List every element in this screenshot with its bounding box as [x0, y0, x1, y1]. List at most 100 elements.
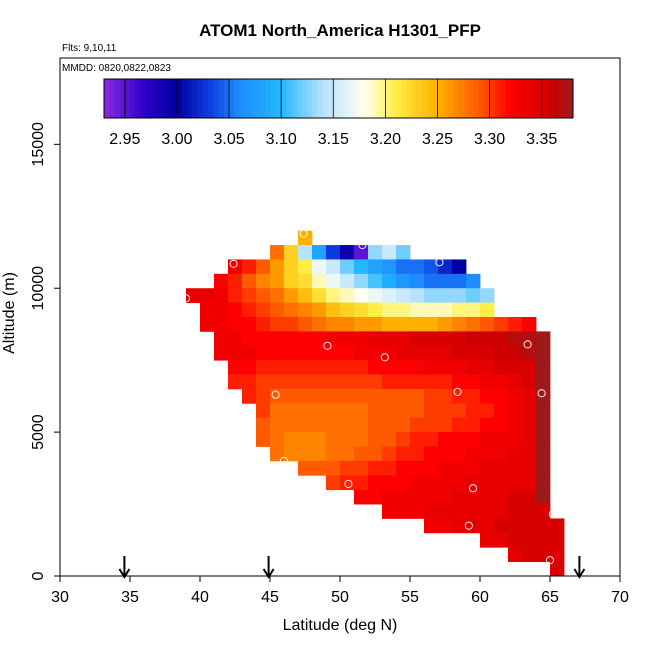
- heatmap-cell: [312, 245, 327, 260]
- colorbar-frame: [103, 78, 574, 119]
- heatmap-cell: [200, 302, 215, 318]
- colorbar-segment: [369, 79, 376, 118]
- heatmap-cell: [326, 374, 341, 390]
- heatmap-cell: [354, 245, 369, 260]
- colorbar-segment: [437, 79, 444, 118]
- heatmap-cell: [536, 532, 551, 548]
- heatmap-cell: [368, 460, 383, 476]
- colorbar-segment: [275, 79, 282, 118]
- colorbar-segment: [234, 79, 240, 118]
- heatmap-cell: [256, 273, 271, 289]
- heatmap-cell: [466, 432, 481, 447]
- heatmap-cell: [410, 302, 425, 318]
- heatmap-cell: [368, 403, 383, 419]
- heatmap-cell: [326, 317, 341, 332]
- flight-arrow: [118, 556, 131, 579]
- colorbar-tick-label: 3.25: [422, 131, 453, 148]
- heatmap-cell: [214, 288, 229, 304]
- heatmap-cell: [354, 273, 369, 289]
- heatmap-cell: [396, 317, 411, 332]
- heatmap-cell: [522, 331, 537, 347]
- heatmap-cell: [396, 417, 411, 433]
- colorbar-segment: [406, 79, 412, 118]
- heatmap-cell: [508, 331, 523, 347]
- colorbar-segment: [484, 79, 490, 118]
- heatmap-cell: [326, 460, 341, 476]
- colorbar-tick-label: 3.20: [370, 131, 401, 148]
- heatmap-cell: [340, 417, 355, 433]
- heatmap-cells: [186, 230, 565, 577]
- colorbar-segment: [291, 79, 298, 118]
- heatmap-cell: [438, 259, 453, 275]
- heatmap-cell: [354, 388, 369, 404]
- heatmap-cell: [354, 417, 369, 433]
- heatmap-cell: [284, 302, 299, 318]
- colorbar-segment: [364, 79, 371, 118]
- heatmap-cell: [438, 374, 453, 390]
- heatmap-cell: [494, 518, 509, 534]
- colorbar-segment: [119, 79, 126, 118]
- heatmap-cell: [326, 331, 341, 347]
- heatmap-cell: [480, 417, 495, 433]
- heatmap-cell: [298, 432, 313, 447]
- heatmap-cell: [508, 317, 523, 332]
- heatmap-cell: [214, 345, 229, 361]
- heatmap-cell: [424, 288, 439, 304]
- heatmap-cell: [480, 302, 495, 318]
- heatmap-cell: [214, 331, 229, 347]
- heatmap-cell: [410, 345, 425, 361]
- heatmap-cell: [438, 288, 453, 304]
- colorbar-segment: [265, 79, 272, 118]
- colorbar-segment: [317, 79, 324, 118]
- heatmap-cell: [438, 331, 453, 347]
- colorbar-segment: [302, 79, 308, 118]
- heatmap-cell: [312, 317, 327, 332]
- heatmap-cell: [382, 374, 397, 390]
- heatmap-cell: [424, 345, 439, 361]
- heatmap-cell: [396, 345, 411, 361]
- sample-marker: [545, 556, 555, 565]
- heatmap-cell: [424, 317, 439, 332]
- colorbar-segment: [505, 79, 511, 118]
- colorbar-tick-label: 3.00: [161, 131, 192, 148]
- heatmap-cell: [438, 489, 453, 505]
- heatmap-cell: [410, 374, 425, 390]
- heatmap-cell: [340, 432, 355, 447]
- heatmap-cell: [466, 446, 481, 462]
- sample-marker: [548, 510, 557, 519]
- y-tick-label: 5000: [30, 414, 47, 450]
- heatmap-cell: [228, 345, 243, 361]
- heatmap-cell: [312, 403, 327, 419]
- heatmap-cell: [284, 245, 299, 260]
- heatmap-cell: [536, 547, 551, 563]
- heatmap-cell: [312, 302, 327, 318]
- colorbar-segment: [557, 79, 563, 118]
- heatmap-cell: [480, 288, 495, 304]
- heatmap-cell: [298, 374, 313, 390]
- heatmap-cell: [508, 460, 523, 476]
- heatmap-cell: [550, 547, 565, 563]
- heatmap-cell: [242, 288, 257, 304]
- heatmap-cell: [536, 417, 551, 433]
- heatmap-cell: [424, 302, 439, 318]
- colorbar-segment: [281, 79, 287, 118]
- heatmap-cell: [284, 331, 299, 347]
- heatmap-cell: [368, 245, 383, 260]
- heatmap-cell: [494, 388, 509, 404]
- heatmap-cell: [508, 547, 523, 563]
- x-tick-label: 55: [401, 589, 419, 606]
- heatmap-cell: [452, 259, 467, 275]
- heatmap-cell: [382, 417, 397, 433]
- heatmap-cell: [438, 432, 453, 447]
- heatmap-cell: [284, 374, 299, 390]
- heatmap-cell: [452, 432, 467, 447]
- colorbar-segment: [203, 79, 209, 118]
- heatmap-cell: [424, 518, 439, 534]
- colorbar-segment: [192, 79, 199, 118]
- heatmap-cell: [424, 446, 439, 462]
- heatmap-cell: [326, 345, 341, 361]
- heatmap-cell: [410, 489, 425, 505]
- heatmap-cell: [480, 475, 495, 491]
- heatmap-cell: [228, 360, 243, 375]
- colorbar-segment: [567, 79, 574, 118]
